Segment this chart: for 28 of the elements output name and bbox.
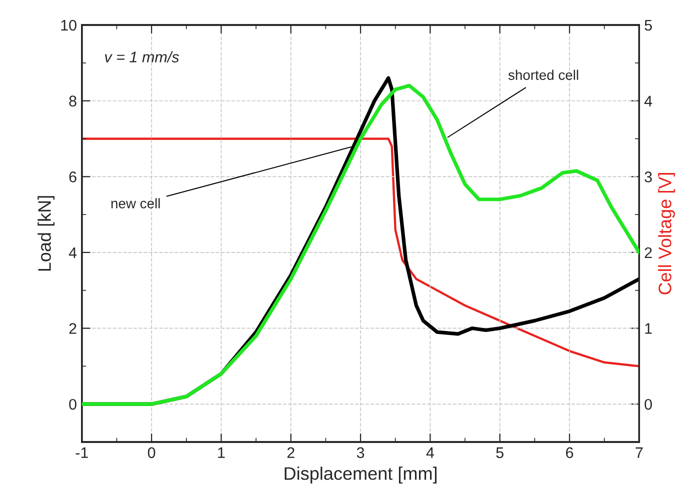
y-tick-label: 2 <box>69 323 76 334</box>
annotation: shorted cell <box>508 70 578 80</box>
x-tick-label: 0 <box>148 447 156 458</box>
annotation: new cell <box>111 198 160 208</box>
y-tick-label: 6 <box>69 172 76 182</box>
x-tick-label: -1 <box>76 447 88 458</box>
y2-axis-title: Cell Voltage [V] <box>658 173 675 294</box>
y2-tick-label: 2 <box>644 247 652 258</box>
x-tick-label: 3 <box>356 447 364 458</box>
y-tick-label: 4 <box>68 247 77 258</box>
x-tick-label: 4 <box>426 447 434 458</box>
x-tick-label: 6 <box>566 447 574 458</box>
x-axis-title: Displacement [mm] <box>284 466 437 484</box>
y-tick-label: 8 <box>69 96 76 107</box>
y2-tick-label: 3 <box>644 172 652 182</box>
y2-tick-label: 4 <box>644 96 652 106</box>
y-axis-title: Load [kN] <box>38 196 54 271</box>
y-tick-label: 0 <box>69 398 76 410</box>
y-tick-label: 10 <box>61 20 76 31</box>
x-tick-label: 7 <box>636 447 643 458</box>
x-tick-label: 2 <box>287 447 294 458</box>
y2-tick-label: 5 <box>644 20 652 31</box>
y2-tick-label: 0 <box>644 398 652 410</box>
line-series <box>82 138 640 368</box>
y2-tick-label: 1 <box>645 323 652 334</box>
annotation: v = 1 mm/s <box>105 51 179 62</box>
x-tick-label: 5 <box>496 447 504 458</box>
x-tick-label: 1 <box>218 447 225 458</box>
